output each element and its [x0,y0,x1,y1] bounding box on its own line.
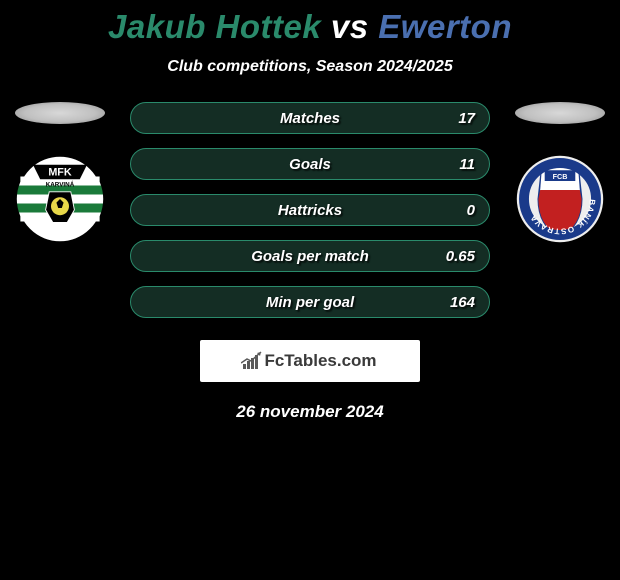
banik-ostrava-logo-icon: FCB BANÍK OSTRAVA [515,154,605,244]
stat-label: Min per goal [266,294,354,311]
stats-column: Matches 17 Goals 11 Hattricks 0 Goals pe… [130,102,490,318]
svg-text:KARVINÁ: KARVINÁ [46,179,75,188]
mfk-karvina-logo-icon: MFK KARVINÁ [15,154,105,244]
right-column: FCB BANÍK OSTRAVA [510,102,610,244]
stat-label: Hattricks [278,202,342,219]
brand-box: FcTables.com [200,340,420,382]
title-player1: Jakub Hottek [108,8,321,45]
stat-bar-hattricks: Hattricks 0 [130,194,490,226]
stat-label: Goals per match [251,248,369,265]
stat-bar-min-per-goal: Min per goal 164 [130,286,490,318]
title-vs: vs [331,8,369,45]
stat-value: 11 [459,156,475,173]
team1-logo: MFK KARVINÁ [15,154,105,244]
page-title: Jakub Hottek vs Ewerton [0,8,620,46]
date-line: 26 november 2024 [0,402,620,422]
svg-text:FCB: FCB [553,172,568,181]
stat-value: 164 [450,294,475,311]
brand-text: FcTables.com [264,351,376,371]
stat-value: 0.65 [446,248,475,265]
stat-bar-goals: Goals 11 [130,148,490,180]
main-row: MFK KARVINÁ Matches 17 Goals 11 Hattrick… [0,102,620,318]
stat-bar-goals-per-match: Goals per match 0.65 [130,240,490,272]
player2-shadow-ellipse [515,102,605,124]
stat-label: Matches [280,110,340,127]
subtitle: Club competitions, Season 2024/2025 [0,58,620,76]
stat-label: Goals [289,156,331,173]
title-player2: Ewerton [378,8,512,45]
stat-value: 17 [458,110,475,127]
stat-bar-matches: Matches 17 [130,102,490,134]
infographic-root: Jakub Hottek vs Ewerton Club competition… [0,0,620,422]
svg-text:MFK: MFK [48,167,72,179]
team2-logo: FCB BANÍK OSTRAVA [515,154,605,244]
chart-bars-icon [243,353,258,369]
left-column: MFK KARVINÁ [10,102,110,244]
player1-shadow-ellipse [15,102,105,124]
stat-value: 0 [467,202,475,219]
